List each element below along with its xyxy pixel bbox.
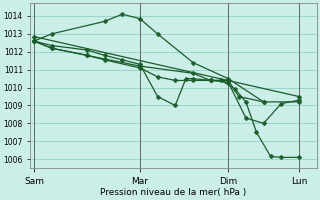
X-axis label: Pression niveau de la mer( hPa ): Pression niveau de la mer( hPa ) bbox=[100, 188, 247, 197]
